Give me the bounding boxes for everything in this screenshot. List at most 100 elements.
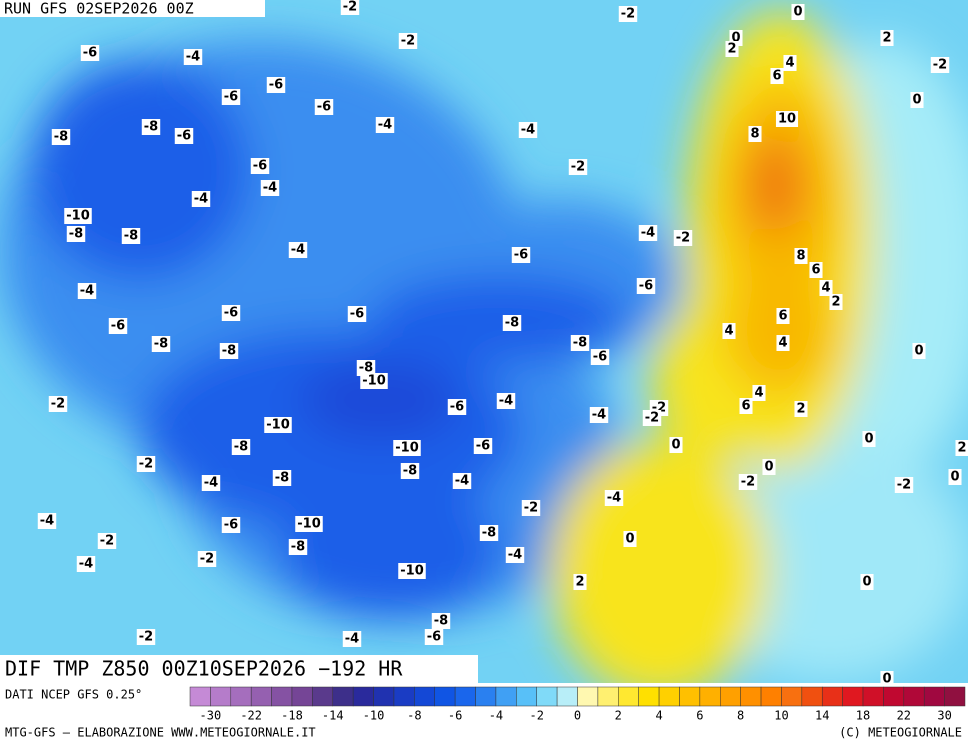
- label-box: [496, 393, 516, 409]
- label-box: [912, 343, 926, 359]
- colorbar-swatch: [556, 686, 578, 707]
- header-box: [0, 0, 265, 17]
- label-box: [762, 459, 776, 475]
- label-box: [794, 401, 808, 417]
- contour-label: 0: [731, 31, 740, 46]
- label-box: [121, 228, 141, 244]
- label-box: [725, 41, 739, 57]
- map-title: DIF TMP Z850 00Z10SEP2026 −192 HR: [5, 657, 403, 681]
- contour-label: -10: [395, 441, 419, 456]
- copyright: (C) METEOGIORNALE: [839, 726, 962, 740]
- contour-label: 4: [821, 281, 830, 296]
- colorbar-swatch: [679, 686, 701, 707]
- label-box: [221, 517, 241, 533]
- contour-label: 8: [796, 249, 805, 264]
- colorbar-label: -18: [281, 709, 303, 723]
- label-box: [910, 92, 924, 108]
- colorbar: -30 -22 -18 -14 -10 -8 -6 -4 -2 0 2 4 6 8 10 14 18 22 30: [189, 686, 966, 723]
- label-box: [424, 629, 444, 645]
- label-box: [431, 613, 451, 629]
- contour-label: -4: [592, 408, 606, 423]
- label-box: [568, 159, 588, 175]
- contour-label: -2: [571, 160, 585, 175]
- colorbar-label: -14: [322, 709, 344, 723]
- contour-label: -4: [79, 557, 93, 572]
- contour-label: -6: [476, 439, 490, 454]
- contour-label: -4: [40, 514, 54, 529]
- contour-label: -4: [204, 476, 218, 491]
- colorbar-swatch: [944, 686, 966, 707]
- label-box: [347, 306, 367, 322]
- contour-label: -8: [505, 316, 519, 331]
- colorbar-swatch: [434, 686, 456, 707]
- contour-label: -8: [403, 464, 417, 479]
- contour-label: 0: [862, 575, 871, 590]
- label-box: [272, 470, 292, 486]
- label-box: [511, 247, 531, 263]
- colorbar-label: 4: [655, 709, 662, 723]
- label-box: [80, 45, 100, 61]
- contour-label: -10: [297, 517, 321, 532]
- label-box: [604, 490, 624, 506]
- label-box: [618, 6, 638, 22]
- colorbar-swatch: [720, 686, 741, 707]
- label-box: [260, 180, 280, 196]
- contour-label: 0: [764, 460, 773, 475]
- contour-label: -8: [124, 229, 138, 244]
- label-box: [141, 119, 161, 135]
- contour-label: -6: [317, 100, 331, 115]
- colorbar-swatch: [536, 686, 558, 707]
- label-box: [136, 629, 156, 645]
- label-box: [221, 89, 241, 105]
- contour-label: -2: [100, 534, 114, 549]
- contour-label: -8: [234, 440, 248, 455]
- colorbar-swatch: [271, 686, 293, 707]
- label-box: [151, 336, 171, 352]
- contour-label: -4: [455, 474, 469, 489]
- colorbar-label: -22: [240, 709, 262, 723]
- contour-label: 0: [864, 432, 873, 447]
- contour-label: -4: [80, 284, 94, 299]
- label-box: [930, 57, 950, 73]
- label-box: [231, 439, 251, 455]
- credit: MTG-GFS – ELABORAZIONE WWW.METEOGIORNALE…: [5, 726, 316, 740]
- contour-label: -8: [359, 361, 373, 376]
- colorbar-swatch: [516, 686, 537, 707]
- contour-label: -8: [54, 130, 68, 145]
- contour-label: 0: [671, 438, 680, 453]
- contour-label: -6: [83, 46, 97, 61]
- label-box: [623, 531, 637, 547]
- label-box: [748, 126, 762, 142]
- label-box: [752, 385, 766, 401]
- label-box: [48, 396, 68, 412]
- label-box: [64, 208, 92, 224]
- colorbar-swatch: [883, 686, 905, 707]
- colorbar-swatch: [454, 686, 476, 707]
- label-box: [860, 574, 874, 590]
- label-box: [479, 525, 499, 541]
- label-box: [77, 283, 97, 299]
- colorbar-swatch: [903, 686, 925, 707]
- contour-label: -6: [177, 129, 191, 144]
- label-box: [880, 671, 894, 687]
- label-box: [197, 551, 217, 567]
- contour-label: -8: [154, 337, 168, 352]
- colorbar-swatch: [801, 686, 823, 707]
- colorbar-swatch: [760, 686, 782, 707]
- contour-label: -2: [139, 630, 153, 645]
- contour-label: -8: [482, 526, 496, 541]
- contour-label: 4: [754, 386, 763, 401]
- contour-label: 6: [741, 399, 750, 414]
- colorbar-label: -10: [363, 709, 385, 723]
- colorbar-swatch: [781, 686, 803, 707]
- run-label: RUN GFS 02SEP2026 00Z: [4, 0, 194, 18]
- label-box: [573, 574, 587, 590]
- label-box: [288, 242, 308, 258]
- contour-label: -4: [345, 632, 359, 647]
- contour-label: 0: [793, 5, 802, 20]
- colorbar-swatch: [842, 686, 864, 707]
- colorbar-label: 0: [574, 709, 581, 723]
- contour-label: -4: [263, 181, 277, 196]
